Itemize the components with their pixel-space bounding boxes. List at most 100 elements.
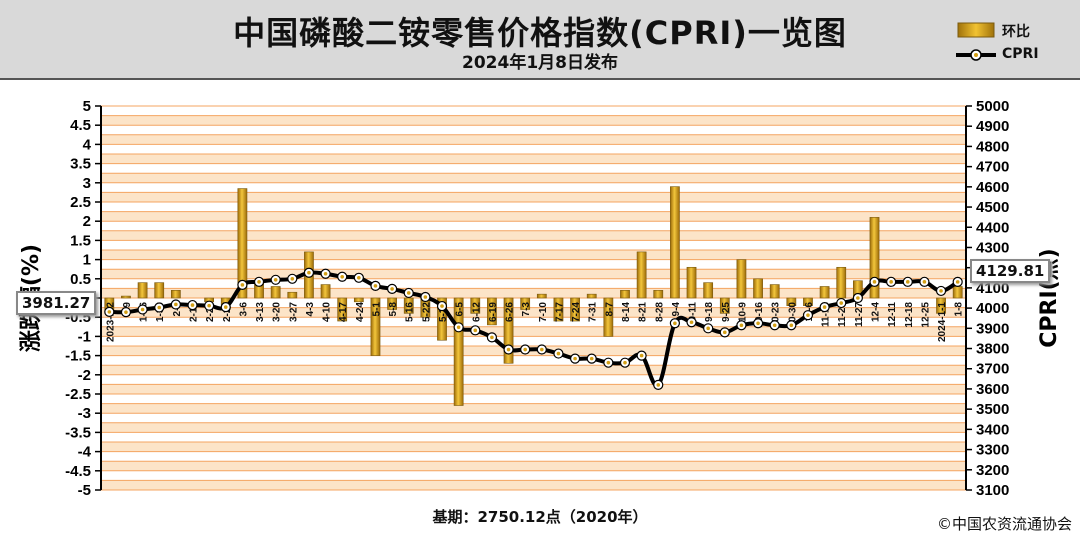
plot-band xyxy=(101,154,966,164)
legend-line-label: CPRI xyxy=(1002,46,1039,62)
category-label: 11-27 xyxy=(854,302,865,327)
cpri-point-dot xyxy=(756,321,760,326)
right-tick-label: 4500 xyxy=(976,199,1009,216)
cpri-point-dot xyxy=(456,325,461,330)
right-tick-label: 4700 xyxy=(976,159,1009,176)
plot-band xyxy=(101,442,966,452)
cpri-point-dot xyxy=(423,295,428,299)
left-tick-label: -1.5 xyxy=(65,348,91,365)
left-tick-label: 0.5 xyxy=(70,271,91,288)
bar-change xyxy=(753,278,763,299)
right-tick-label: 4800 xyxy=(976,138,1009,155)
category-label: 8-14 xyxy=(621,302,632,322)
right-tick-label: 4600 xyxy=(976,179,1009,196)
category-label: 9-4 xyxy=(671,302,682,317)
bar-change xyxy=(487,297,497,326)
bar-change xyxy=(353,297,364,303)
cpri-point-dot xyxy=(939,289,943,293)
left-tick-label: -3 xyxy=(78,405,91,422)
category-label: 8-28 xyxy=(654,302,665,322)
bar-change xyxy=(769,284,780,299)
left-tick-label: -1 xyxy=(78,328,91,345)
right-tick-label: 4100 xyxy=(976,280,1009,297)
bar-change xyxy=(803,297,813,306)
left-tick-label: -3.5 xyxy=(65,424,91,441)
cpri-point-dot xyxy=(556,351,561,356)
right-tick-label: 4900 xyxy=(976,118,1009,135)
cpri-point-dot xyxy=(639,353,644,358)
left-tick-label: -4 xyxy=(78,444,92,461)
bar-change xyxy=(636,251,647,299)
cpri-point-dot xyxy=(806,313,810,317)
plot-band xyxy=(101,211,966,222)
category-label: 4-24 xyxy=(355,302,366,322)
cpri-point-dot xyxy=(223,305,228,309)
category-label: 10-23 xyxy=(771,302,782,328)
cpri-point-dot xyxy=(406,291,411,295)
category-label: 1-8 xyxy=(954,302,965,317)
category-label: 4-10 xyxy=(322,302,333,322)
left-tick-label: 2 xyxy=(83,213,91,230)
category-label: 6-26 xyxy=(505,302,516,322)
right-tick-label: 4300 xyxy=(976,239,1009,256)
right-tick-label: 3100 xyxy=(976,482,1009,499)
cpri-point-dot xyxy=(473,328,478,333)
left-tick-label: -2 xyxy=(78,367,91,384)
right-tick-label: 3500 xyxy=(976,401,1009,418)
cpri-point-dot xyxy=(440,304,444,308)
left-tick-label: -2.5 xyxy=(65,386,91,403)
cpri-point-dot xyxy=(656,383,661,387)
category-label: 4-3 xyxy=(305,302,316,317)
legend-bar-label: 环比 xyxy=(1002,24,1030,40)
chart-header: 中国磷酸二铵零售价格指数(CPRI)一览图 2024年1月8日发布 环比 xyxy=(0,0,1080,80)
cpri-point-dot xyxy=(822,305,827,309)
cpri-point-dot xyxy=(157,305,162,310)
bar-change xyxy=(536,293,547,299)
cpri-point-dot xyxy=(839,301,844,305)
right-tick-label: 3700 xyxy=(976,361,1009,378)
bar-change xyxy=(620,290,630,299)
left-tick-label: 1 xyxy=(83,252,91,269)
right-tick-label: 3400 xyxy=(976,421,1009,438)
cpri-point-dot xyxy=(623,360,627,365)
category-label: 2-20 xyxy=(205,302,216,322)
category-label: 4-17 xyxy=(338,302,349,322)
category-label: 6-19 xyxy=(488,302,499,322)
category-label: 7-17 xyxy=(554,302,565,322)
cpri-point-dot xyxy=(905,280,910,284)
cpri-point-dot xyxy=(955,280,960,284)
cpri-point-dot xyxy=(789,323,794,328)
bar-change xyxy=(786,297,797,306)
right-tick-label: 3600 xyxy=(976,381,1009,398)
cpri-point-dot xyxy=(190,303,195,307)
right-tick-label: 3300 xyxy=(976,442,1009,459)
bar-change xyxy=(287,291,298,299)
cpri-point-dot xyxy=(889,280,893,284)
bar-change xyxy=(736,259,747,299)
left-tick-label: 3.5 xyxy=(70,156,91,173)
bar-change xyxy=(503,297,514,364)
category-label: 7-10 xyxy=(538,302,549,322)
left-tick-label: 2.5 xyxy=(70,194,91,211)
left-tick-label: 4 xyxy=(83,136,92,153)
category-label: 10-9 xyxy=(737,302,748,322)
bar-change xyxy=(653,290,664,299)
cpri-point-dot xyxy=(689,320,694,325)
cpri-point-dot xyxy=(606,360,611,365)
category-label: 12-25 xyxy=(920,302,931,328)
bar-change xyxy=(453,297,464,406)
plot-band xyxy=(101,230,966,241)
legend-item-bar: 环比 xyxy=(952,20,1072,40)
left-tick-label: 5 xyxy=(83,98,91,115)
cpri-point-dot xyxy=(140,307,145,312)
cpri-point-dot xyxy=(273,278,278,282)
category-label: 9-18 xyxy=(704,302,715,322)
cpri-point-dot xyxy=(589,356,594,361)
cpri-point-dot xyxy=(240,283,245,287)
cpri-point-dot xyxy=(207,303,211,308)
cpri-point-dot xyxy=(706,326,710,331)
cpri-point-dot xyxy=(490,335,494,340)
category-label: 2-13 xyxy=(188,302,199,322)
category-label: 12-18 xyxy=(904,302,915,328)
cpri-point-dot xyxy=(174,302,178,307)
